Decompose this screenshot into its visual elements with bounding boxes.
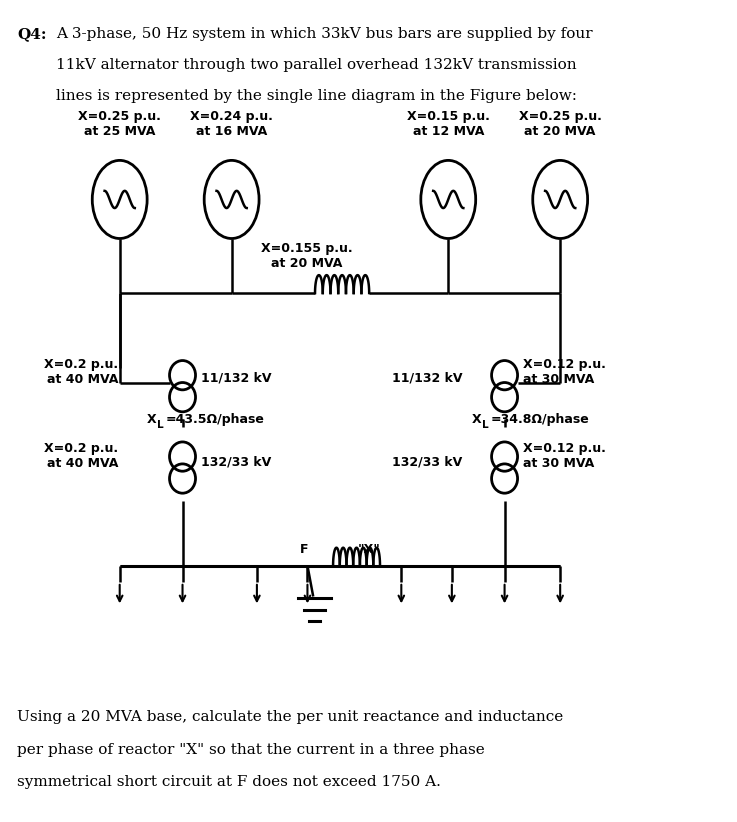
Text: lines is represented by the single line diagram in the Figure below:: lines is represented by the single line … (56, 89, 577, 103)
Text: L: L (482, 420, 489, 430)
Text: X: X (472, 413, 482, 426)
Text: A 3-phase, 50 Hz system in which 33kV bus bars are supplied by four: A 3-phase, 50 Hz system in which 33kV bu… (56, 27, 593, 41)
Text: X=0.24 p.u.
at 16 MVA: X=0.24 p.u. at 16 MVA (190, 110, 273, 138)
Text: X=0.2 p.u.
at 40 MVA: X=0.2 p.u. at 40 MVA (44, 358, 118, 386)
Text: 132/33 kV: 132/33 kV (200, 455, 270, 469)
Text: X=0.25 p.u.
at 20 MVA: X=0.25 p.u. at 20 MVA (519, 110, 601, 138)
Text: X=0.2 p.u.
at 40 MVA: X=0.2 p.u. at 40 MVA (44, 441, 118, 469)
Text: 11/132 kV: 11/132 kV (200, 372, 271, 385)
Text: X=0.15 p.u.
at 12 MVA: X=0.15 p.u. at 12 MVA (407, 110, 489, 138)
Text: symmetrical short circuit at F does not exceed 1750 A.: symmetrical short circuit at F does not … (17, 775, 441, 789)
Text: F: F (299, 543, 308, 556)
Text: per phase of reactor "X" so that the current in a three phase: per phase of reactor "X" so that the cur… (17, 743, 485, 757)
Text: "X": "X" (358, 543, 381, 556)
Text: X=0.12 p.u.
at 30 MVA: X=0.12 p.u. at 30 MVA (523, 358, 606, 386)
Text: X=0.155 p.u.
at 20 MVA: X=0.155 p.u. at 20 MVA (260, 242, 352, 270)
Text: 132/33 kV: 132/33 kV (392, 455, 463, 469)
Text: =34.8Ω/phase: =34.8Ω/phase (491, 413, 590, 426)
Text: 11kV alternator through two parallel overhead 132kV transmission: 11kV alternator through two parallel ove… (56, 58, 577, 72)
Text: 11/132 kV: 11/132 kV (392, 372, 463, 385)
Text: Using a 20 MVA base, calculate the per unit reactance and inductance: Using a 20 MVA base, calculate the per u… (17, 710, 563, 724)
Text: X=0.12 p.u.
at 30 MVA: X=0.12 p.u. at 30 MVA (523, 441, 606, 469)
Text: Q4:: Q4: (17, 27, 46, 41)
Text: X: X (147, 413, 157, 426)
Text: L: L (157, 420, 164, 430)
Text: =43.5Ω/phase: =43.5Ω/phase (166, 413, 265, 426)
Text: X=0.25 p.u.
at 25 MVA: X=0.25 p.u. at 25 MVA (78, 110, 161, 138)
